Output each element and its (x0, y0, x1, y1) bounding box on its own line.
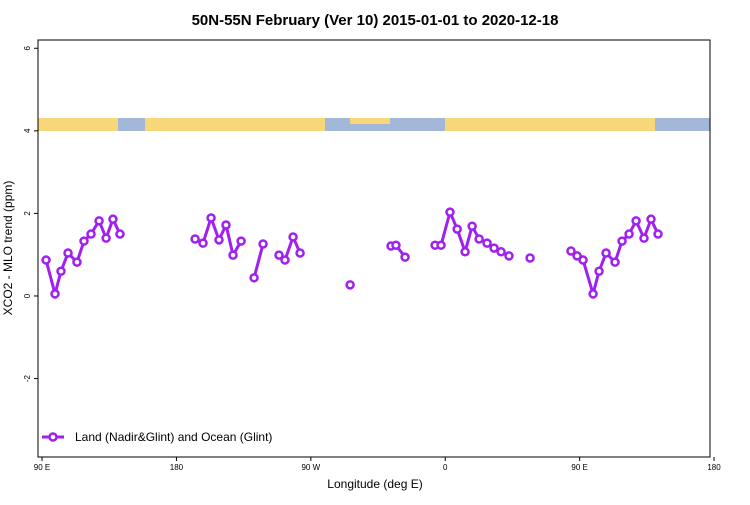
point (566, 246, 576, 256)
point (50, 289, 60, 299)
point (445, 207, 455, 217)
point (400, 252, 410, 262)
point (391, 240, 401, 250)
point (467, 221, 477, 231)
point (482, 238, 492, 248)
point (236, 236, 246, 246)
point (228, 250, 238, 260)
plot-frame (37, 39, 711, 458)
x-tick-label: 90 E (571, 463, 587, 472)
point (41, 255, 51, 265)
point (646, 214, 656, 224)
point (214, 235, 224, 245)
point (460, 247, 470, 257)
x-tick-label: 180 (707, 463, 721, 472)
point (221, 220, 231, 230)
point (572, 251, 582, 261)
y-tick-label: 6 (23, 45, 32, 50)
point (295, 248, 305, 258)
point (639, 233, 649, 243)
point (274, 250, 284, 260)
point (601, 248, 611, 258)
point (474, 234, 484, 244)
point (56, 266, 66, 276)
y-tick-label: 0 (23, 293, 32, 298)
point (280, 255, 290, 265)
point (504, 251, 514, 261)
point (489, 243, 499, 253)
x-tick-label: 0 (443, 463, 448, 472)
x-axis-label: Longitude (deg E) (327, 477, 422, 491)
y-axis-label: XCO2 - MLO trend (ppm) (1, 181, 15, 316)
point (72, 257, 82, 267)
chart-title: 50N-55N February (Ver 10) 2015-01-01 to … (192, 12, 559, 29)
point (617, 236, 627, 246)
point (108, 214, 118, 224)
land-ocean-strip (38, 118, 710, 131)
point (345, 280, 355, 290)
point (452, 224, 462, 234)
point (624, 229, 634, 239)
point (578, 255, 588, 265)
point (631, 216, 641, 226)
point (436, 240, 446, 250)
y-tick-label: 4 (23, 128, 32, 133)
point (94, 216, 104, 226)
point (79, 236, 89, 246)
point (594, 266, 604, 276)
x-tick-label: 180 (170, 463, 184, 472)
point (496, 247, 506, 257)
point (653, 229, 663, 239)
point (525, 253, 535, 263)
point (190, 234, 200, 244)
x-tick-label: 90 W (301, 463, 320, 472)
point (63, 248, 73, 258)
point (588, 289, 598, 299)
x-tick-label: 90 E (34, 463, 50, 472)
point (101, 233, 111, 243)
point (610, 257, 620, 267)
point (206, 213, 216, 223)
legend-label: Land (Nadir&Glint) and Ocean (Glint) (75, 430, 272, 444)
y-tick-label: -2 (23, 374, 32, 382)
point (258, 239, 268, 249)
point (198, 238, 208, 248)
y-tick-label: 2 (23, 211, 32, 216)
legend-marker (48, 432, 58, 442)
point (86, 229, 96, 239)
point (115, 229, 125, 239)
point (249, 273, 259, 283)
point (288, 232, 298, 242)
